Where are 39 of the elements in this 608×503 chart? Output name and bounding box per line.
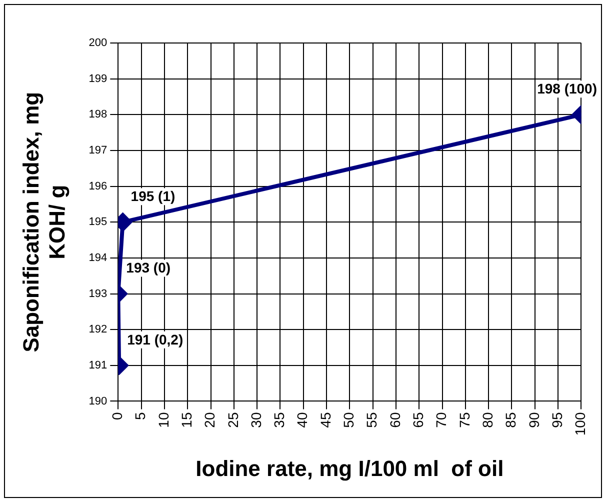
x-tick-label: 75 [456,412,472,428]
x-tick-label: 0 [109,412,126,420]
x-tick-label: 70 [433,412,450,428]
x-tick-label: 55 [364,412,380,428]
y-tick-label: 200 [88,37,108,50]
y-tick-label: 190 [88,395,108,408]
data-label: 191 (0,2) [127,331,184,348]
y-tick-label: 198 [88,108,108,121]
data-label: 193 (0) [126,260,171,276]
data-label: 195 (1) [130,188,176,204]
y-tick-label: 192 [88,324,108,336]
x-tick-label: 15 [178,412,194,428]
x-tick-label: 60 [386,412,403,428]
y-tick-label: 193 [88,288,108,300]
y-tick-label: 199 [88,72,108,85]
x-tick-label: 20 [202,412,218,428]
x-tick-label: 100 [572,412,588,436]
y-tick-label: 197 [88,144,108,157]
x-tick-label: 35 [271,412,288,428]
data-label: 198 (100) [537,80,598,97]
y-tick-label: 194 [88,252,108,264]
text: Saponification index, mg [18,92,44,352]
x-tick-label: 85 [502,412,519,428]
y-tick-label: 191 [88,359,108,372]
x-tick-label: 40 [294,412,310,428]
x-tick-label: 25 [224,412,241,428]
x-tick-label: 80 [479,412,496,428]
x-tick-label: 45 [317,412,334,428]
x-tick-label: 10 [155,412,172,428]
x-tick-label: 90 [526,412,542,428]
x-tick-label: 65 [410,412,426,428]
x-axis-title: Iodine rate, mg I/100 ml of oil [196,456,504,481]
text: KOH/ g [44,184,70,260]
x-tick-label: 50 [340,412,357,428]
x-tick-label: 30 [248,412,264,428]
y-tick-label: 195 [88,216,108,228]
y-tick-label: 196 [88,180,108,192]
x-tick-label: 95 [548,412,565,428]
x-tick-label: 5 [132,412,148,420]
